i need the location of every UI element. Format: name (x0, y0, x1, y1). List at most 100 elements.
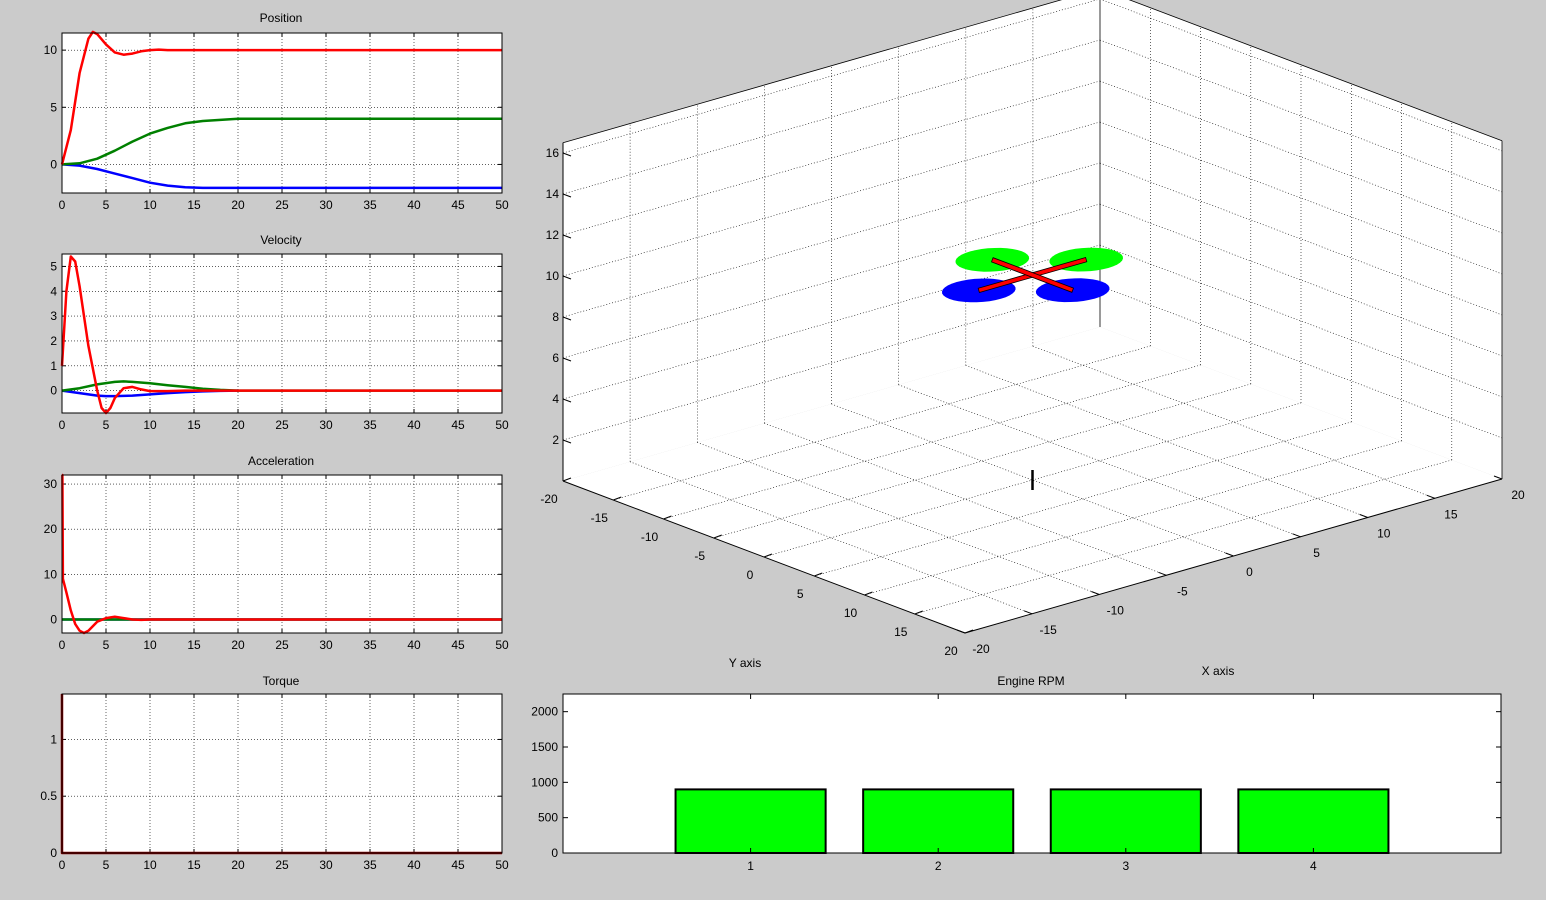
x-tick-label: 30 (319, 638, 333, 652)
velocity-title: Velocity (260, 233, 301, 247)
x-axis-label: X axis (1202, 664, 1235, 678)
x-tick-label: 25 (275, 198, 289, 212)
y-tick (864, 591, 873, 596)
x-tick-label: 30 (319, 198, 333, 212)
y-tick (914, 610, 923, 615)
x-tick (1091, 591, 1100, 595)
x-tick-label: 15 (187, 418, 201, 432)
y-axis-label: Y axis (729, 656, 761, 670)
axes-box (61, 32, 503, 194)
x-tick-label: 25 (275, 418, 289, 432)
y-tick-label: 10 (44, 567, 58, 581)
z-tick (562, 357, 572, 362)
x-tick-label: -5 (1177, 584, 1188, 598)
y-tick-label: 0 (50, 384, 57, 398)
x-tick (956, 629, 966, 634)
axes-box (61, 693, 503, 854)
x-tick-label: 0 (1246, 565, 1253, 579)
x-tick-label: 5 (103, 198, 110, 212)
x-tick-label: 45 (451, 198, 465, 212)
grid-line (562, 0, 1098, 154)
plot-area (62, 33, 502, 193)
y-tick (713, 534, 722, 539)
grid-line (713, 383, 1251, 539)
x-tick-label: 10 (143, 638, 157, 652)
x-tick-label: -20 (972, 642, 990, 656)
x-tick-label: 50 (495, 418, 509, 432)
x-tick (1023, 610, 1033, 615)
y-tick-label: 5 (50, 259, 57, 273)
x-tick-label: 45 (451, 638, 465, 652)
grid-line (814, 421, 1352, 577)
x-tick-label: 15 (1444, 507, 1458, 521)
x-tick-label: 45 (451, 858, 465, 872)
x-tick (1292, 533, 1301, 538)
y-tick (964, 629, 974, 634)
y-tick-label: -20 (540, 492, 558, 506)
y-tick (814, 572, 823, 577)
x-tick-label: 0 (59, 198, 66, 212)
y-tick-label: 0 (551, 846, 558, 860)
x-tick-label: -15 (1039, 623, 1057, 637)
y-tick-label: 2000 (531, 705, 558, 719)
y-tick-label: 15 (894, 625, 908, 639)
x-tick-label: 1 (747, 859, 754, 873)
quadrotor-3d-axes: X axis Y axis -20-15-10-505101520-20-15-… (540, 0, 1525, 678)
z-tick-label: 14 (546, 187, 560, 201)
y-tick-label: 1 (50, 359, 57, 373)
x-tick (1158, 571, 1167, 576)
z-tick (562, 234, 572, 239)
grid-line (663, 364, 1201, 520)
position-title: Position (260, 11, 303, 25)
x-tick-label: 40 (407, 418, 421, 432)
rpm-bar (862, 788, 1015, 855)
y-tick-label: 3 (50, 309, 57, 323)
y-tick-label: 10 (44, 43, 58, 57)
y-tick-label: 0 (50, 846, 57, 860)
x-tick-label: 3 (1122, 859, 1129, 873)
y-tick (763, 553, 773, 558)
grid-line (562, 203, 1101, 359)
x-tick-label: 15 (187, 858, 201, 872)
x-tick-label: 30 (319, 418, 333, 432)
grid-line (914, 459, 1452, 615)
series-line (60, 255, 502, 415)
x-tick-label: 35 (363, 638, 377, 652)
y-tick-label: 0 (50, 612, 57, 626)
x-tick-label: 50 (495, 198, 509, 212)
y-tick-label: 500 (538, 811, 558, 825)
x-tick-label: 20 (231, 198, 245, 212)
z-tick-label: 16 (546, 146, 560, 160)
x-tick-label: 4 (1310, 859, 1317, 873)
x-tick-label: 50 (495, 638, 509, 652)
x-tick (1493, 475, 1503, 480)
x-tick (1225, 552, 1234, 557)
z-tick-label: 10 (546, 269, 560, 283)
z-tick (562, 398, 572, 403)
z-tick-label: 6 (552, 351, 559, 365)
engine-rpm-axes: Engine RPM 0 500 1000 1500 2000 1 2 3 4 (531, 674, 1502, 873)
y-tick-label: -5 (694, 549, 705, 563)
y-tick-label: 5 (797, 587, 804, 601)
x-tick-label: 30 (319, 858, 333, 872)
x-tick-label: 0 (59, 638, 66, 652)
axes-box (562, 693, 1502, 854)
quadrotor-arm (990, 257, 1075, 293)
z-tick-label: 4 (552, 392, 559, 406)
x-tick-label: 10 (143, 858, 157, 872)
z-tick (562, 439, 572, 444)
axes-box (61, 474, 503, 634)
y-tick-label: 20 (44, 522, 58, 536)
x-tick-label: 25 (275, 638, 289, 652)
y-tick-label: 20 (944, 644, 958, 658)
z-tick-label: 8 (552, 310, 559, 324)
x-tick-label: 10 (143, 418, 157, 432)
x-tick-label: 35 (363, 198, 377, 212)
y-tick-label: 1 (50, 732, 57, 746)
y-tick-label: 1500 (531, 740, 558, 754)
x-tick-label: 25 (275, 858, 289, 872)
y-tick-label: 4 (50, 284, 57, 298)
position-axes: Position 0 5 10 15 20 25 30 35 40 45 50 0 5 10 (44, 11, 509, 212)
x-tick-label: 45 (451, 418, 465, 432)
y-tick-label: 5 (50, 100, 57, 114)
